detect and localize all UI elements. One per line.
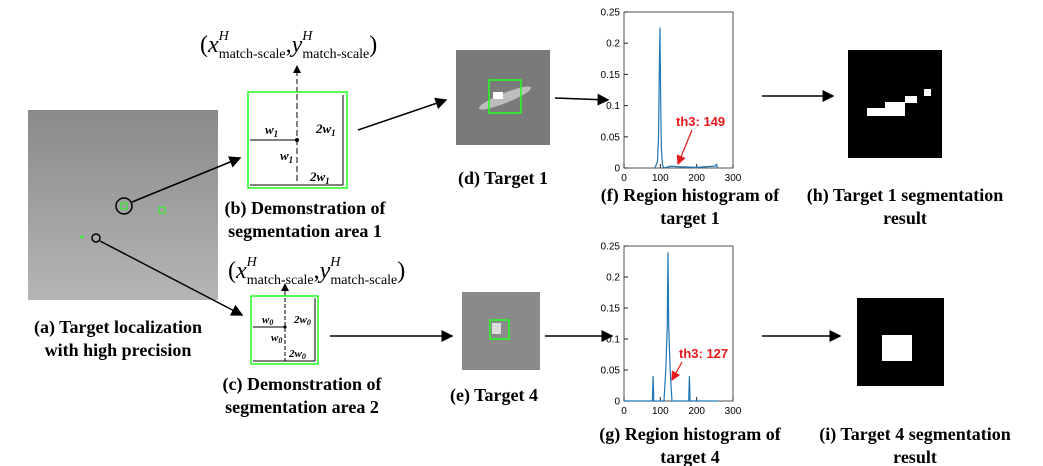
x-tick-label: 300 (725, 173, 742, 184)
dim-label: w0 (262, 314, 273, 327)
scene-image (28, 110, 218, 300)
x-tick-label: 100 (652, 406, 669, 417)
target-dot (81, 236, 84, 239)
target-blob (493, 92, 503, 99)
histogram-g: 0 0.05 0.1 0.15 0.2 0.25 0 100 200 300 th3: 127 (601, 242, 742, 418)
plot-frame (624, 12, 733, 168)
caption: target 4 (660, 447, 719, 466)
caption: (a) Target localization (34, 317, 202, 338)
annotation: th3: 127 (679, 346, 728, 361)
dim-label: w1 (265, 122, 278, 139)
segment (867, 108, 905, 116)
dim-label: 2w0 (288, 348, 306, 361)
y-tick-label: 0.25 (601, 242, 621, 253)
x-tick-label: 300 (725, 406, 742, 417)
x-tick-label: 0 (621, 406, 627, 417)
caption: target 1 (660, 208, 719, 228)
caption: result (883, 208, 927, 228)
histogram-f: 0 0.05 0.1 0.15 0.2 0.25 0 100 200 300 th3: 149 (601, 8, 742, 185)
y-tick-label: 0.2 (606, 273, 620, 284)
y-tick-label: 0 (614, 164, 620, 175)
y-tick-label: 0.05 (601, 366, 621, 377)
y-tick-label: 0.15 (601, 70, 621, 81)
panel-d: (d) Target 1 (456, 50, 608, 189)
segment (924, 89, 931, 96)
x-tick-label: 100 (652, 173, 669, 184)
dim-label: 2w1 (315, 121, 336, 138)
caption: (e) Target 4 (450, 385, 538, 406)
panel-e: (e) Target 4 (450, 292, 612, 406)
caption: (d) Target 1 (458, 168, 548, 189)
caption: (h) Target 1 segmentation (807, 185, 1004, 206)
target-blob (492, 323, 501, 334)
caption: result (893, 447, 937, 466)
segment (905, 96, 917, 103)
caption: (c) Demonstration of (223, 374, 383, 395)
caption: segmentation area 1 (228, 221, 382, 241)
caption: (i) Target 4 segmentation (819, 424, 1010, 445)
dim-label: w0 (271, 332, 282, 345)
caption: (f) Region histogram of (601, 185, 780, 206)
dim-label: 2w0 (293, 314, 311, 327)
panel-i: (i) Target 4 segmentation result (762, 298, 1011, 466)
figure: (a) Target localization with high precis… (0, 0, 1043, 466)
caption: (b) Demonstration of (225, 198, 387, 219)
y-tick-label: 0.05 (601, 132, 621, 143)
segment (882, 335, 912, 361)
plot-frame (624, 246, 733, 401)
x-tick-label: 200 (688, 406, 705, 417)
x-tick-label: 0 (621, 173, 627, 184)
x-tick-label: 200 (688, 173, 705, 184)
panel-a: (a) Target localization with high precis… (28, 110, 242, 360)
arrow (555, 98, 608, 100)
annotation: th3: 149 (676, 114, 725, 129)
panel-h: (h) Target 1 segmentation result (762, 50, 1003, 228)
caption: with high precision (45, 340, 192, 360)
center-point (283, 325, 286, 328)
y-tick-label: 0.15 (601, 304, 621, 315)
caption: (g) Region histogram of (599, 424, 781, 445)
y-tick-label: 0.2 (606, 39, 620, 50)
y-tick-label: 0.1 (606, 335, 620, 346)
center-point (295, 138, 299, 142)
y-tick-label: 0 (614, 397, 620, 408)
dim-label: w1 (280, 148, 293, 165)
y-tick-label: 0.1 (606, 101, 620, 112)
caption: segmentation area 2 (225, 397, 379, 417)
dim-label: 2w1 (309, 169, 330, 186)
arrow (358, 100, 446, 130)
segment (885, 102, 905, 108)
y-tick-label: 0.25 (601, 8, 621, 19)
